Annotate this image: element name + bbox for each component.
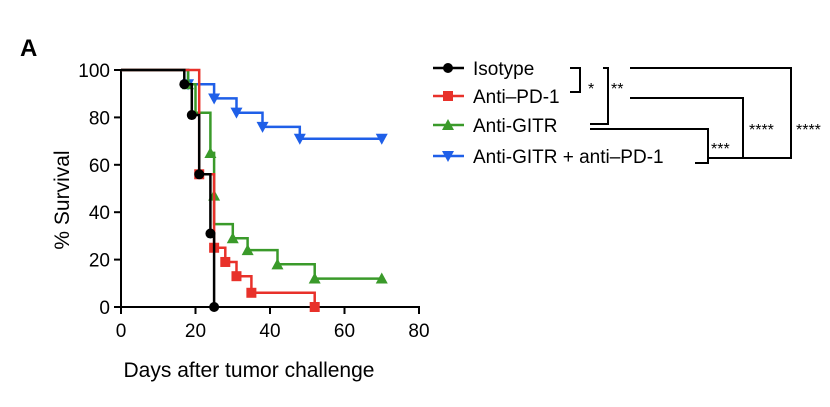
y-tick-label: 40 [89, 203, 110, 224]
y-axis-title: % Survival [51, 150, 74, 249]
series-group [121, 68, 388, 312]
bracket-isotype-vs-combo [630, 67, 792, 159]
x-tick-label: 60 [334, 321, 355, 342]
data-point [179, 79, 190, 90]
data-point [375, 272, 388, 284]
x-tick-label: 20 [185, 321, 206, 342]
sig-label-3: *** [711, 141, 730, 158]
x-tick-label: 80 [408, 321, 429, 342]
bracket-antipd1-vs-combo [630, 97, 744, 159]
y-tick-label: 80 [89, 108, 110, 129]
series-line-3 [121, 68, 382, 140]
sig-label-2: ** [611, 81, 623, 98]
legend-marker [442, 119, 454, 130]
legend-marker [442, 151, 454, 162]
series-line-2 [121, 68, 382, 280]
data-point [293, 133, 306, 145]
panel-label: A [20, 35, 37, 62]
data-point [186, 110, 197, 121]
legend-label: Isotype [473, 59, 534, 80]
data-point [205, 228, 216, 239]
data-point [230, 107, 243, 119]
data-point [226, 232, 239, 244]
data-point [309, 302, 320, 312]
sig-label-4: **** [749, 122, 774, 139]
data-point [308, 272, 321, 284]
data-point [256, 121, 269, 133]
y-tick-label: 100 [78, 61, 110, 82]
y-tick-label: 20 [89, 251, 110, 272]
y-tick-label: 60 [89, 156, 110, 177]
sig-label-1: * [588, 81, 594, 98]
x-tick-label: 40 [259, 321, 280, 342]
bracket-isotype-vs-antigitr [590, 67, 609, 125]
data-point [271, 258, 284, 270]
data-point [375, 133, 388, 145]
legend-marker [443, 91, 453, 101]
x-tick-label: 0 [116, 321, 127, 342]
bracket-antigitr-vs-combo [590, 128, 709, 164]
series-line-1 [121, 68, 316, 307]
data-point [220, 256, 231, 267]
legend: Isotype Anti–PD-1 Anti-GITR Anti-GITR + ant… [433, 59, 664, 168]
legend-label: Anti–PD-1 [473, 87, 560, 108]
data-point [231, 271, 242, 282]
sig-label-5: **** [796, 122, 821, 139]
bracket-isotype-vs-antipd1 [570, 67, 581, 93]
significance-brackets [570, 67, 792, 164]
data-point [209, 302, 220, 312]
data-point [204, 146, 217, 158]
legend-label: Anti-GITR + anti–PD-1 [473, 147, 664, 168]
data-point [194, 169, 205, 180]
data-point [246, 287, 257, 298]
x-axis-title: Days after tumor challenge [124, 359, 375, 382]
data-point [208, 93, 221, 105]
legend-marker [443, 63, 453, 73]
y-tick-label: 0 [99, 298, 110, 319]
axes: 0 20 40 60 80 100 0 20 40 60 80 [78, 61, 429, 342]
legend-label: Anti-GITR [473, 116, 557, 137]
data-point [241, 244, 254, 256]
